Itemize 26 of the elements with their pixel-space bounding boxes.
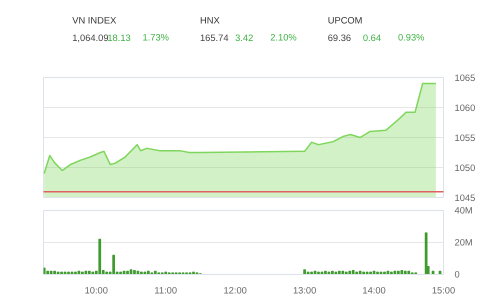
x-tick-label: 13:00	[292, 286, 316, 296]
y-tick-label: 1065	[454, 73, 476, 83]
text: 1,064.09	[72, 33, 109, 43]
x-tick-label: 12:00	[223, 286, 247, 296]
text: 1.73%	[142, 32, 169, 42]
y-tick-label: 1060	[454, 103, 476, 113]
text: 0.64	[362, 33, 382, 43]
x-tick-label: 14:00	[362, 286, 386, 296]
y-tick-label: 1045	[454, 193, 476, 203]
text: VN INDEX	[72, 16, 118, 26]
y-tick-label: 1055	[454, 133, 476, 143]
text: 165.74	[200, 33, 229, 43]
x-tick-label: 10:00	[84, 286, 108, 296]
text: HNX	[200, 16, 220, 26]
y-tick-label: 1050	[454, 163, 476, 173]
y-tick-label: 40M	[454, 206, 473, 216]
text: 69.36	[328, 33, 352, 43]
text: 2.10%	[270, 32, 297, 42]
text: 18.13	[107, 33, 131, 43]
text: UPCOM	[328, 16, 362, 26]
y-tick-label: 0	[454, 270, 460, 280]
x-tick-label: 11:00	[154, 286, 178, 296]
text: 0.93%	[398, 32, 424, 42]
y-tick-label: 20M	[454, 238, 473, 248]
x-tick-label: 15:00	[432, 286, 456, 296]
text: 3.42	[235, 33, 254, 43]
